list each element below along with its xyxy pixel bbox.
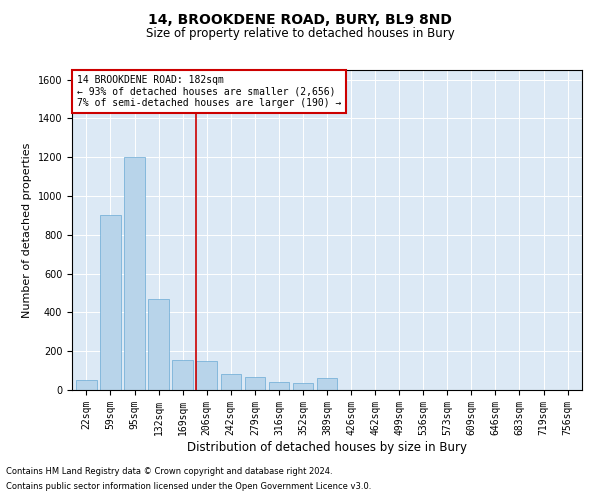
Text: Contains public sector information licensed under the Open Government Licence v3: Contains public sector information licen… xyxy=(6,482,371,491)
Y-axis label: Number of detached properties: Number of detached properties xyxy=(22,142,32,318)
Bar xyxy=(124,158,145,390)
Bar xyxy=(293,383,313,390)
Text: 14 BROOKDENE ROAD: 182sqm
← 93% of detached houses are smaller (2,656)
7% of sem: 14 BROOKDENE ROAD: 182sqm ← 93% of detac… xyxy=(77,75,341,108)
Bar xyxy=(245,378,265,390)
Bar xyxy=(148,299,169,390)
Bar xyxy=(269,382,289,390)
Bar xyxy=(100,216,121,390)
Bar xyxy=(317,378,337,390)
Text: Contains HM Land Registry data © Crown copyright and database right 2024.: Contains HM Land Registry data © Crown c… xyxy=(6,467,332,476)
X-axis label: Distribution of detached houses by size in Bury: Distribution of detached houses by size … xyxy=(187,440,467,454)
Bar xyxy=(196,361,217,390)
Bar xyxy=(221,374,241,390)
Text: 14, BROOKDENE ROAD, BURY, BL9 8ND: 14, BROOKDENE ROAD, BURY, BL9 8ND xyxy=(148,12,452,26)
Bar xyxy=(76,380,97,390)
Text: Size of property relative to detached houses in Bury: Size of property relative to detached ho… xyxy=(146,28,454,40)
Bar xyxy=(172,360,193,390)
